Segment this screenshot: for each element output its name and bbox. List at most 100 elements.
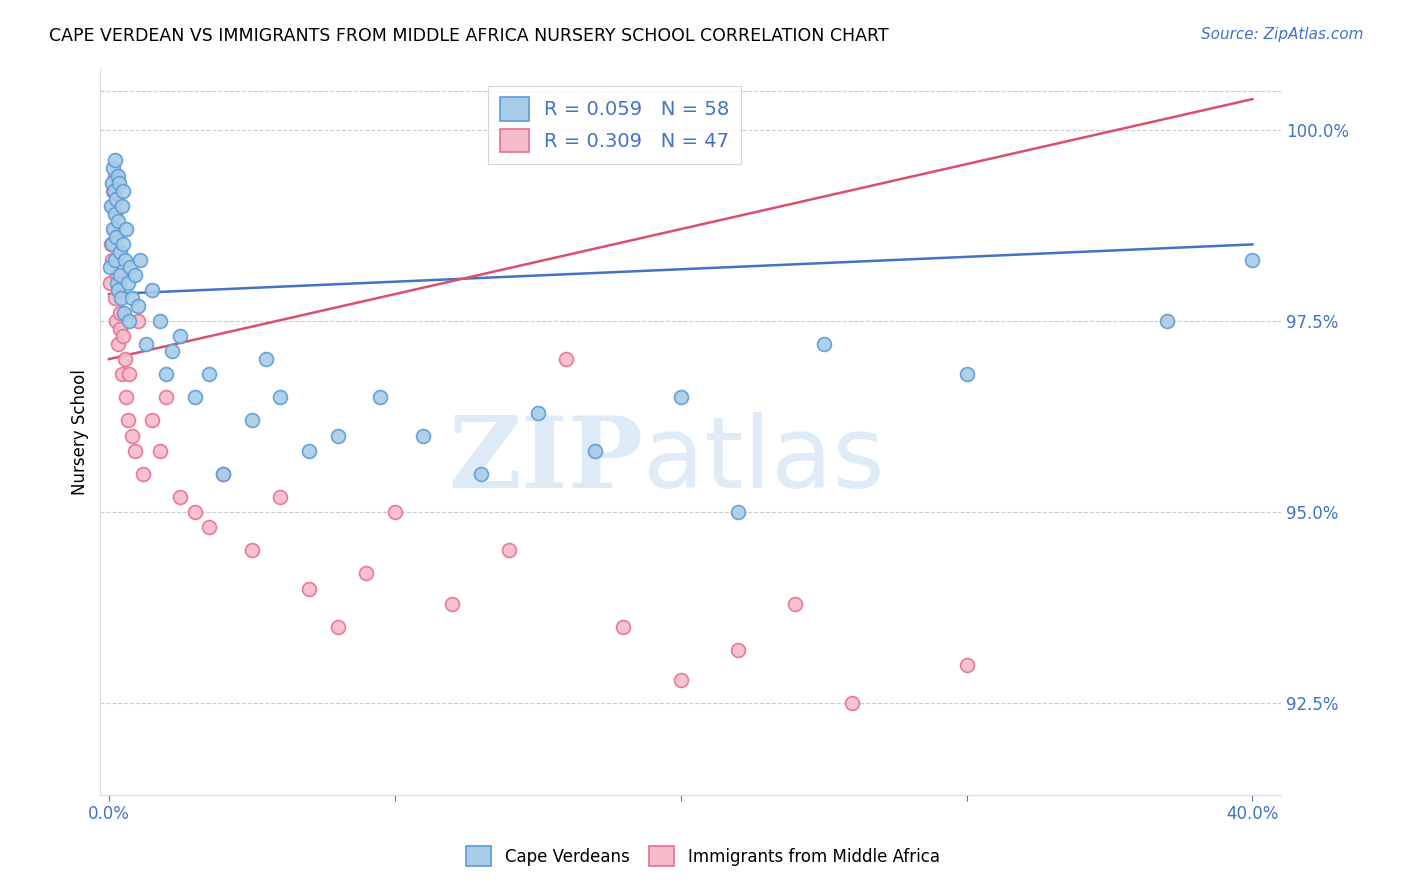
Point bbox=[955, 368, 977, 382]
Point bbox=[169, 490, 191, 504]
Legend: R = 0.059   N = 58, R = 0.309   N = 47: R = 0.059 N = 58, R = 0.309 N = 47 bbox=[488, 86, 741, 164]
Point bbox=[104, 252, 127, 267]
Point bbox=[669, 673, 692, 688]
Point bbox=[105, 314, 128, 328]
Point bbox=[112, 329, 135, 343]
Point bbox=[160, 344, 183, 359]
Point bbox=[108, 176, 131, 190]
Point bbox=[118, 314, 141, 328]
Legend: Cape Verdeans, Immigrants from Middle Africa: Cape Verdeans, Immigrants from Middle Af… bbox=[458, 838, 948, 875]
Point bbox=[100, 237, 122, 252]
Point bbox=[107, 283, 129, 297]
Point bbox=[254, 352, 277, 367]
Point bbox=[127, 314, 149, 328]
Point bbox=[110, 245, 132, 260]
Point bbox=[212, 467, 235, 481]
Point bbox=[110, 306, 132, 320]
Point bbox=[101, 176, 124, 190]
Point bbox=[98, 260, 121, 275]
Point bbox=[149, 444, 172, 458]
Point bbox=[103, 184, 125, 198]
Point bbox=[104, 207, 127, 221]
Point bbox=[841, 696, 863, 710]
Point bbox=[155, 368, 177, 382]
Point bbox=[783, 597, 806, 611]
Point bbox=[129, 252, 152, 267]
Point bbox=[111, 237, 134, 252]
Point bbox=[198, 520, 221, 534]
Point bbox=[108, 268, 131, 282]
Y-axis label: Nursery School: Nursery School bbox=[72, 369, 89, 495]
Point bbox=[104, 153, 127, 168]
Point bbox=[108, 276, 131, 290]
Point bbox=[326, 620, 349, 634]
Point bbox=[727, 505, 749, 519]
Point bbox=[100, 199, 122, 213]
Point bbox=[124, 268, 146, 282]
Point bbox=[101, 199, 124, 213]
Point bbox=[105, 268, 128, 282]
Point bbox=[412, 428, 434, 442]
Point bbox=[127, 299, 149, 313]
Point bbox=[104, 291, 127, 305]
Point bbox=[117, 276, 139, 290]
Point bbox=[107, 214, 129, 228]
Point bbox=[240, 543, 263, 558]
Point bbox=[111, 368, 134, 382]
Point bbox=[107, 283, 129, 297]
Point bbox=[110, 291, 132, 305]
Point bbox=[111, 199, 134, 213]
Point bbox=[526, 406, 548, 420]
Point bbox=[114, 252, 136, 267]
Point bbox=[107, 169, 129, 183]
Point bbox=[121, 291, 143, 305]
Point bbox=[105, 276, 128, 290]
Point bbox=[149, 314, 172, 328]
Point bbox=[107, 336, 129, 351]
Point bbox=[1156, 314, 1178, 328]
Point bbox=[135, 336, 157, 351]
Text: atlas: atlas bbox=[644, 412, 884, 509]
Point bbox=[112, 306, 135, 320]
Point bbox=[103, 222, 125, 236]
Point bbox=[103, 184, 125, 198]
Point bbox=[583, 444, 606, 458]
Point bbox=[115, 390, 138, 404]
Point bbox=[121, 428, 143, 442]
Point bbox=[183, 505, 205, 519]
Point bbox=[727, 642, 749, 657]
Point bbox=[120, 260, 142, 275]
Point bbox=[118, 368, 141, 382]
Point bbox=[105, 229, 128, 244]
Point bbox=[104, 169, 127, 183]
Point bbox=[124, 444, 146, 458]
Point bbox=[114, 352, 136, 367]
Point bbox=[155, 390, 177, 404]
Text: CAPE VERDEAN VS IMMIGRANTS FROM MIDDLE AFRICA NURSERY SCHOOL CORRELATION CHART: CAPE VERDEAN VS IMMIGRANTS FROM MIDDLE A… bbox=[49, 27, 889, 45]
Point bbox=[103, 222, 125, 236]
Point bbox=[498, 543, 520, 558]
Point bbox=[269, 390, 291, 404]
Point bbox=[384, 505, 406, 519]
Point bbox=[101, 237, 124, 252]
Point bbox=[141, 413, 163, 427]
Point bbox=[298, 582, 321, 596]
Point bbox=[112, 184, 135, 198]
Point bbox=[105, 192, 128, 206]
Point bbox=[117, 413, 139, 427]
Point bbox=[555, 352, 578, 367]
Point bbox=[115, 222, 138, 236]
Point bbox=[955, 658, 977, 673]
Point bbox=[813, 336, 835, 351]
Point bbox=[240, 413, 263, 427]
Point bbox=[669, 390, 692, 404]
Point bbox=[183, 390, 205, 404]
Point bbox=[108, 321, 131, 335]
Point bbox=[370, 390, 392, 404]
Point bbox=[354, 566, 377, 581]
Point bbox=[132, 467, 155, 481]
Point bbox=[269, 490, 291, 504]
Point bbox=[326, 428, 349, 442]
Point bbox=[103, 161, 125, 175]
Point bbox=[440, 597, 463, 611]
